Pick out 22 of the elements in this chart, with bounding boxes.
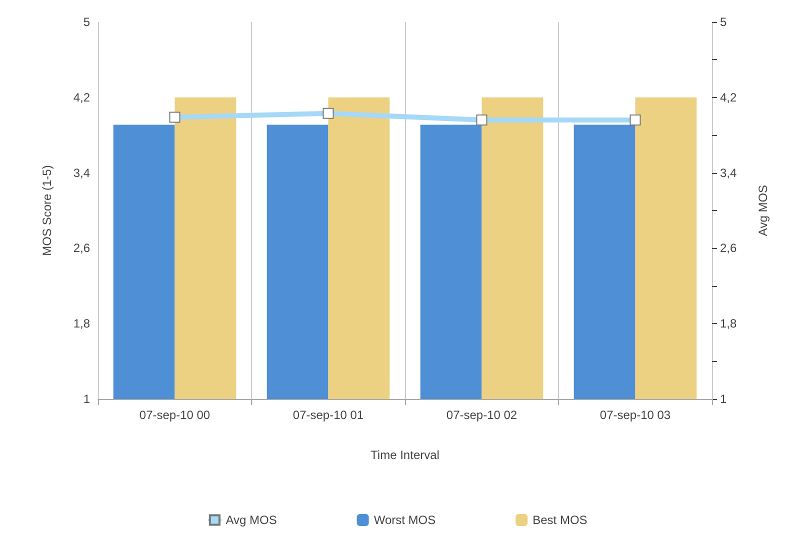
x-tick-label: 07-sep-10 02 [446,408,518,422]
legend-label: Worst MOS [374,513,436,527]
y-axis-title: MOS Score (1-5) [40,165,54,256]
y-tick-label: 5 [83,15,90,29]
y2-tick-label: 1,8 [720,316,738,331]
y2-axis-title: Avg MOS [756,184,770,236]
x-axis-title: Time Interval [370,448,440,462]
y2-tick-label: 4,2 [720,90,738,104]
y2-tick-label: 3,4 [720,166,738,180]
x-tick-label: 07-sep-10 01 [292,408,364,422]
x-tick-label: 07-sep-10 00 [139,408,210,422]
y-tick-label: 4,2 [73,90,90,104]
y-tick-label: 1 [83,392,90,406]
y-tick-label: 2,6 [73,241,90,256]
x-tick-label: 07-sep-10 03 [600,408,671,422]
y2-tick-label: 1 [720,392,727,406]
legend-label: Avg MOS [226,513,277,527]
legend-label: Best MOS [532,513,588,527]
y2-tick-label: 2,6 [720,241,738,256]
y-tick-label: 3,4 [73,166,90,180]
y-tick-label: 1,8 [73,316,90,331]
y2-tick-label: 5 [720,15,727,29]
